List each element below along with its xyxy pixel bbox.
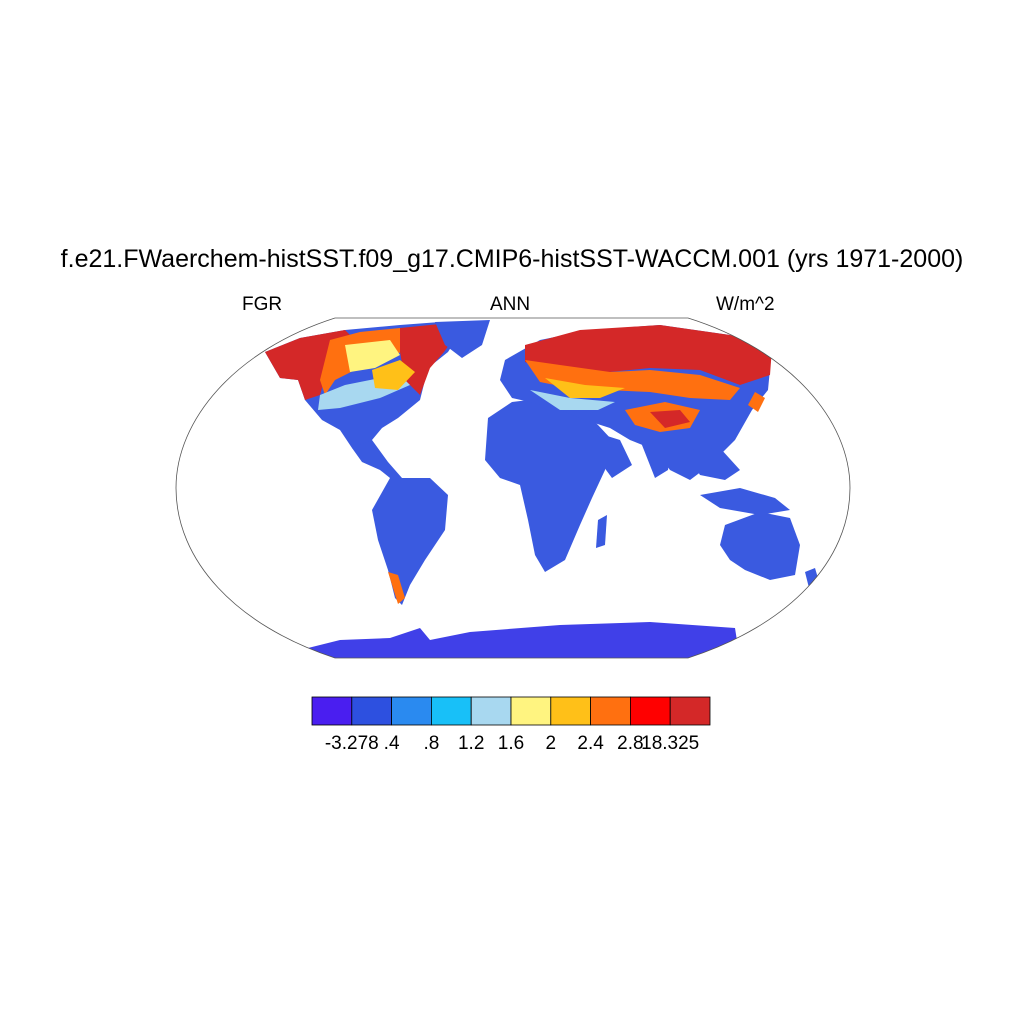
japan xyxy=(748,392,765,412)
tibet-red xyxy=(650,410,690,428)
colorbar-label: 2.4 xyxy=(577,733,604,754)
variable-label: FGR xyxy=(242,294,283,315)
eurasia-light xyxy=(530,390,615,410)
se-asia xyxy=(685,448,740,480)
central-america xyxy=(352,440,402,482)
units-label: W/m^2 xyxy=(716,294,775,315)
eurasia-yellow xyxy=(545,378,625,398)
madagascar xyxy=(596,515,607,548)
plot-title: f.e21.FWaerchem-histSST.f09_g17.CMIP6-hi… xyxy=(60,245,964,273)
arabia xyxy=(588,430,632,478)
labrador-red xyxy=(400,324,458,395)
colorbar-swatch-8 xyxy=(630,696,671,726)
colorbar-label: 18.325 xyxy=(641,733,700,754)
colorbar-label: .8 xyxy=(423,733,440,754)
colorbar-swatch-5 xyxy=(510,696,552,726)
colorbar-label: 2.8 xyxy=(617,733,644,754)
colorbar-swatch-0 xyxy=(311,696,353,726)
colorbar-swatch-3 xyxy=(430,696,472,726)
na-yellow-zone xyxy=(345,340,400,372)
greenland xyxy=(435,320,490,358)
colorbar-swatch-4 xyxy=(470,696,512,726)
colorbar-label: .4 xyxy=(383,733,400,754)
eurasia-orange xyxy=(525,360,740,400)
season-label: ANN xyxy=(490,294,531,315)
patagonia-warm xyxy=(388,572,405,604)
colorbar-label: 1.2 xyxy=(457,733,485,754)
colorbar-swatch-6 xyxy=(550,696,591,726)
map-border xyxy=(175,317,851,659)
australia xyxy=(720,512,800,580)
indonesia xyxy=(700,488,790,515)
africa xyxy=(485,398,612,572)
antarctica xyxy=(300,622,740,658)
colorbar-swatch-7 xyxy=(590,696,631,726)
labrador-yellow xyxy=(372,360,415,390)
colorbar-label: -3.278 xyxy=(324,733,379,754)
colorbar-swatch-9 xyxy=(669,696,711,726)
colorbar-label: 2 xyxy=(545,733,557,754)
colorbar-swatch-1 xyxy=(351,696,392,726)
india xyxy=(640,440,672,478)
colorbar-label: 1.6 xyxy=(497,733,525,754)
colorbar-swatch-2 xyxy=(391,696,432,726)
